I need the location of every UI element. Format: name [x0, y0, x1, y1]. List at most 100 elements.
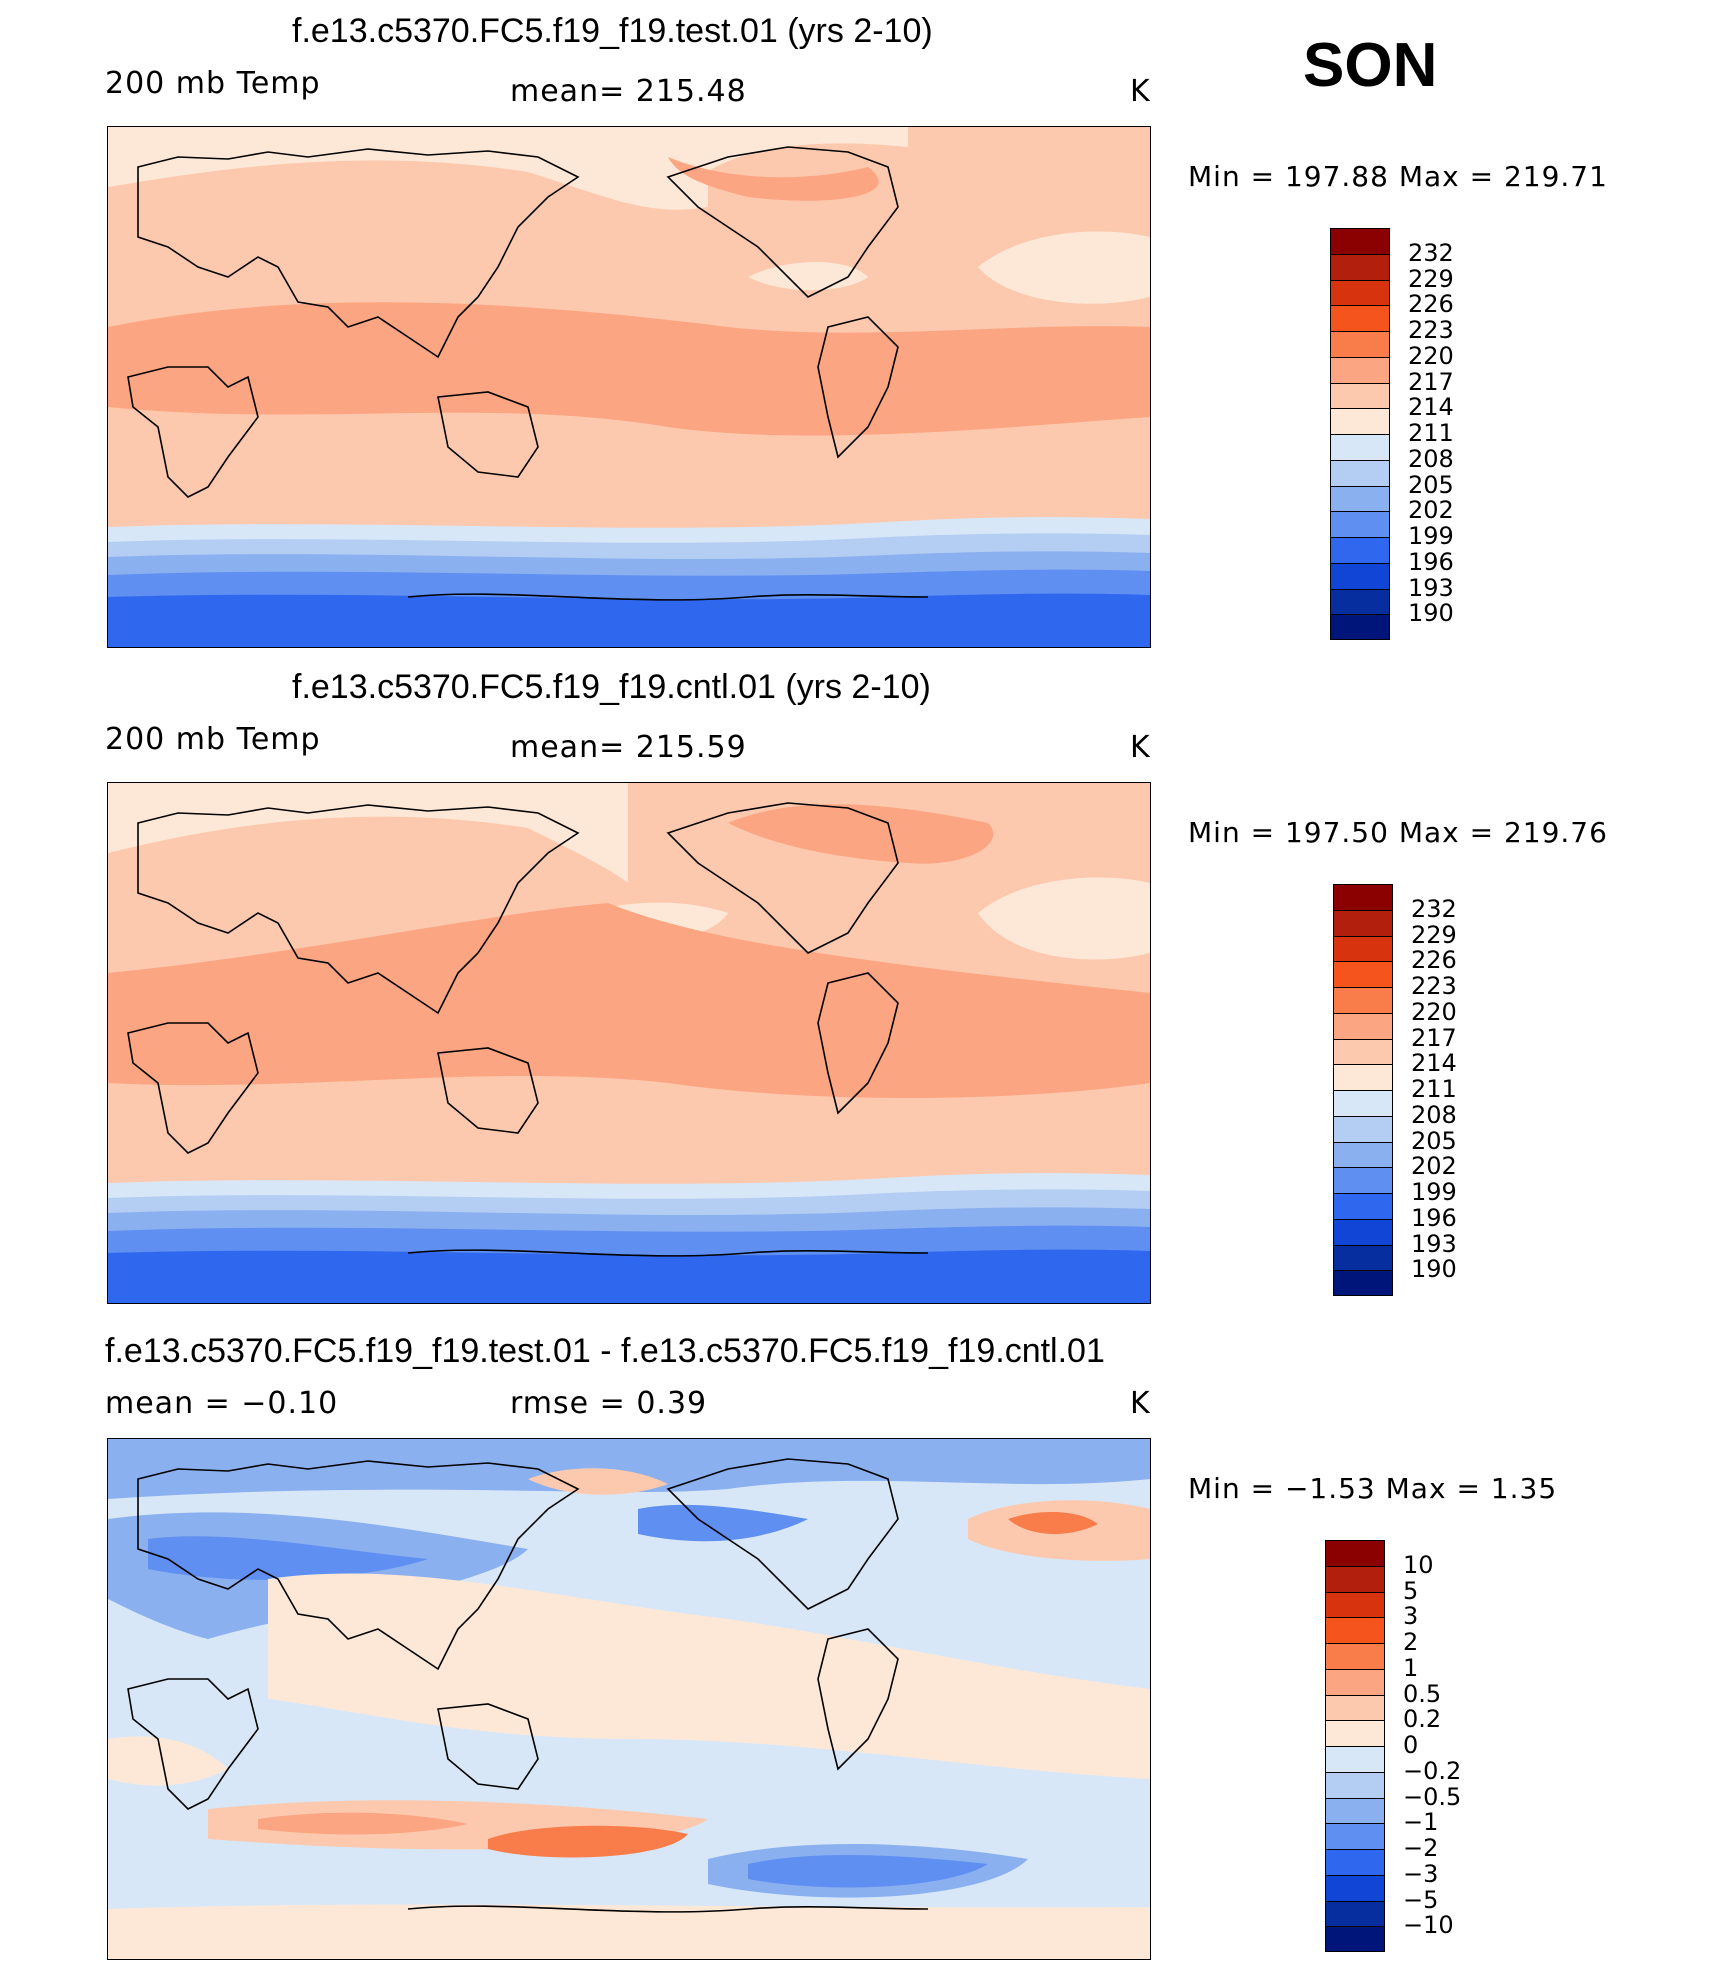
colorbar-swatch: [1333, 987, 1393, 1014]
colorbar-label: 193: [1408, 574, 1454, 602]
colorbar-swatch: [1333, 1064, 1393, 1091]
colorbar-swatch: [1330, 356, 1390, 384]
colorbar-label: 214: [1411, 1049, 1457, 1077]
variable-label: 200 mb Temp: [105, 722, 321, 757]
colorbar-swatch: [1325, 1617, 1385, 1644]
mean-label: mean= 215.48: [510, 74, 747, 109]
colorbar-label: 223: [1408, 316, 1454, 344]
colorbar-swatch: [1333, 1012, 1393, 1040]
colorbar: 10 5 3 2 1 0.5 0.2 0 −0.2 −0.5 −1 −2 −3 …: [1325, 1540, 1505, 1952]
units-label: K: [1130, 1386, 1151, 1421]
colorbar-label: 199: [1411, 1178, 1457, 1206]
colorbar-label: 190: [1411, 1255, 1457, 1283]
colorbar-label: 232: [1408, 239, 1454, 267]
colorbar-swatch: [1333, 1218, 1393, 1246]
colorbar-swatch: [1333, 1038, 1393, 1066]
colorbar-label: 208: [1411, 1101, 1457, 1129]
colorbar-swatch: [1333, 1270, 1393, 1296]
colorbar-swatch: [1330, 279, 1390, 307]
colorbar-swatch: [1333, 961, 1393, 988]
units-label: K: [1130, 730, 1151, 765]
colorbar-label: 211: [1408, 419, 1454, 447]
colorbar-swatch: [1330, 459, 1390, 487]
colorbar: 232 229 226 223 220 217 214 211 208 205 …: [1333, 884, 1513, 1296]
colorbar-swatch: [1330, 537, 1390, 564]
colorbar-label: 202: [1411, 1152, 1457, 1180]
colorbar-label: 220: [1408, 342, 1454, 370]
colorbar-label: 0: [1403, 1731, 1419, 1759]
difference-map: [107, 1438, 1151, 1960]
colorbar-swatch: [1325, 1900, 1385, 1928]
min-max-label: Min = −1.53 Max = 1.35: [1188, 1472, 1558, 1505]
variable-label: 200 mb Temp: [105, 66, 321, 101]
colorbar-swatch: [1325, 1874, 1385, 1902]
colorbar-label: 205: [1411, 1127, 1457, 1155]
colorbar-label: 0.5: [1403, 1680, 1442, 1708]
colorbar-swatch: [1333, 1090, 1393, 1117]
colorbar-swatch: [1330, 228, 1390, 255]
colorbar-swatch: [1325, 1668, 1385, 1696]
colorbar-swatch: [1333, 1193, 1393, 1220]
map-canvas: [108, 783, 1150, 1303]
panel-title: f.e13.c5370.FC5.f19_f19.cntl.01 (yrs 2-1…: [292, 668, 931, 706]
colorbar: 232 229 226 223 220 217 214 211 208 205 …: [1330, 228, 1510, 640]
season-label: SON: [1303, 31, 1438, 100]
colorbar-label: −0.5: [1403, 1783, 1462, 1811]
colorbar-swatch: [1333, 935, 1393, 963]
colorbar-label: −10: [1403, 1911, 1454, 1939]
colorbar-label: 5: [1403, 1577, 1419, 1605]
colorbar-swatch: [1325, 1849, 1385, 1876]
panel-title: f.e13.c5370.FC5.f19_f19.test.01 (yrs 2-1…: [292, 12, 933, 50]
min-max-label: Min = 197.50 Max = 219.76: [1188, 816, 1608, 849]
colorbar-swatch: [1325, 1720, 1385, 1747]
colorbar-swatch: [1330, 408, 1390, 435]
colorbar-label: 229: [1411, 921, 1457, 949]
colorbar-swatch: [1325, 1694, 1385, 1722]
colorbar-swatch: [1330, 588, 1390, 616]
colorbar-label: 205: [1408, 471, 1454, 499]
map-canvas: [108, 1439, 1150, 1959]
colorbar-swatch: [1333, 1115, 1393, 1143]
colorbar-label: 211: [1411, 1075, 1457, 1103]
colorbar-label: 214: [1408, 393, 1454, 421]
colorbar-label: 226: [1411, 946, 1457, 974]
colorbar-swatch: [1325, 1565, 1385, 1593]
colorbar-label: 217: [1411, 1024, 1457, 1052]
colorbar-swatch: [1325, 1746, 1385, 1773]
rmse-label: rmse = 0.39: [510, 1386, 708, 1421]
colorbar-swatch: [1330, 434, 1390, 461]
colorbar-label: 3: [1403, 1602, 1419, 1630]
mean-label: mean= 215.59: [510, 730, 747, 765]
colorbar-swatch: [1330, 614, 1390, 640]
colorbar-label: 202: [1408, 496, 1454, 524]
colorbar-swatch: [1330, 331, 1390, 358]
colorbar-swatch: [1325, 1771, 1385, 1799]
colorbar-label: −0.2: [1403, 1757, 1462, 1785]
colorbar-label: −1: [1403, 1808, 1439, 1836]
colorbar-label: 226: [1408, 290, 1454, 318]
colorbar-swatch: [1325, 1823, 1385, 1850]
colorbar-label: 217: [1408, 368, 1454, 396]
map-canvas: [108, 127, 1150, 647]
colorbar-label: 229: [1408, 265, 1454, 293]
colorbar-label: 190: [1408, 599, 1454, 627]
colorbar-label: 232: [1411, 895, 1457, 923]
colorbar-swatch: [1330, 382, 1390, 410]
colorbar-label: 196: [1408, 548, 1454, 576]
colorbar-swatch: [1325, 1797, 1385, 1825]
panel-title: f.e13.c5370.FC5.f19_f19.test.01 - f.e13.…: [105, 1332, 1105, 1370]
colorbar-swatch: [1333, 1167, 1393, 1194]
colorbar-label: 10: [1403, 1551, 1434, 1579]
colorbar-label: 196: [1411, 1204, 1457, 1232]
colorbar-label: −2: [1403, 1834, 1439, 1862]
colorbar-label: 0.2: [1403, 1705, 1442, 1733]
colorbar-label: −5: [1403, 1886, 1439, 1914]
min-max-label: Min = 197.88 Max = 219.71: [1188, 160, 1608, 193]
colorbar-swatch: [1330, 253, 1390, 281]
colorbar-label: 208: [1408, 445, 1454, 473]
colorbar-swatch: [1325, 1643, 1385, 1670]
mean-label: mean = −0.10: [105, 1386, 339, 1421]
colorbar-swatch: [1330, 562, 1390, 590]
colorbar-label: 193: [1411, 1230, 1457, 1258]
colorbar-swatch: [1333, 1244, 1393, 1272]
